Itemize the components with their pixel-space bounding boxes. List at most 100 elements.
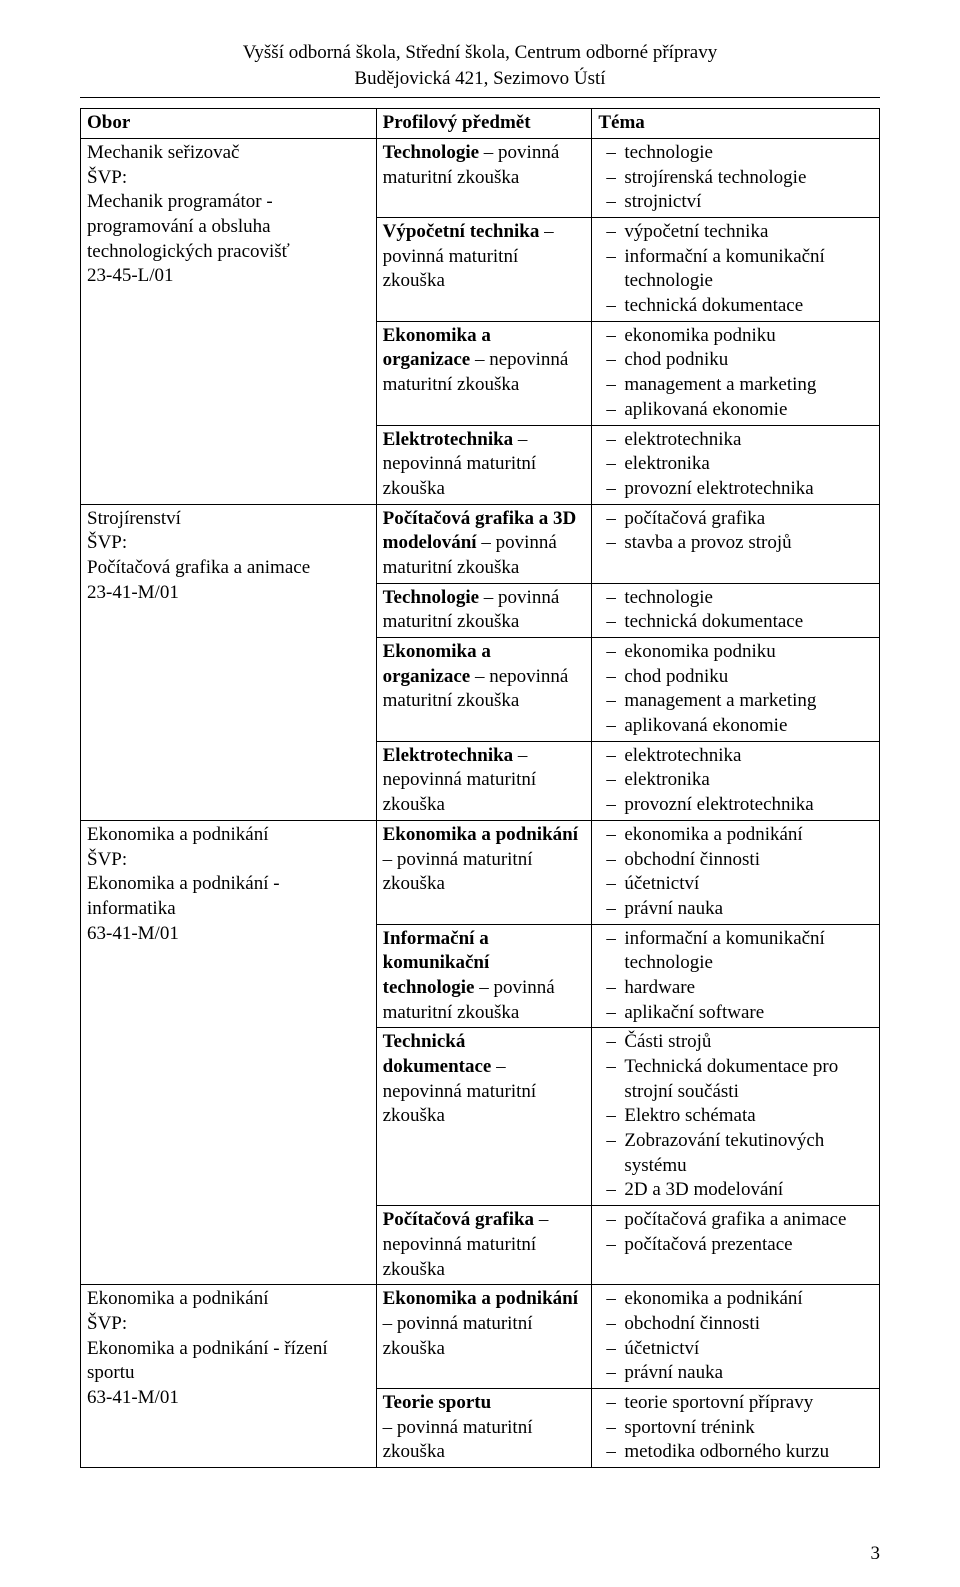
tema-list: technologie technická dokumentace [598, 586, 873, 635]
obor-cell: Ekonomika a podnikání ŠVP: Ekonomika a p… [81, 1285, 377, 1468]
list-item: počítačová grafika [602, 507, 873, 532]
list-item: právní nauka [602, 897, 873, 922]
subject-plain: – povinná maturitní [383, 849, 533, 870]
subject-bold: Ekonomika a podnikání [383, 1288, 578, 1309]
tema-list: ekonomika podniku chod podniku managemen… [598, 640, 873, 739]
subject-cell: Výpočetní technika – povinná maturitní z… [376, 218, 592, 322]
subject-plain: – [513, 745, 527, 766]
tema-cell: technologie strojírenská technologie str… [592, 138, 880, 217]
tema-list: počítačová grafika a animace počítačová … [598, 1208, 873, 1257]
list-item: aplikovaná ekonomie [602, 398, 873, 423]
subject-plain: – [513, 429, 527, 450]
list-item: účetnictví [602, 1337, 873, 1362]
tema-list: elektrotechnika elektronika provozní ele… [598, 744, 873, 818]
list-item: ekonomika a podnikání [602, 823, 873, 848]
list-item: stavba a provoz strojů [602, 531, 873, 556]
subject-cell: Ekonomika a podnikání – povinná maturitn… [376, 1285, 592, 1389]
list-item: technologie [602, 141, 873, 166]
tema-cell: teorie sportovní přípravy sportovní trén… [592, 1388, 880, 1467]
subject-cell: Elektrotechnika – nepovinná maturitní zk… [376, 741, 592, 820]
subject-bold: Ekonomika a [383, 325, 491, 346]
subject-plain: – povinná [479, 587, 559, 608]
subject-plain: maturitní zkouška [383, 1002, 520, 1023]
subject-cell: Technologie – povinná maturitní zkouška [376, 138, 592, 217]
subject-plain: – povinná [477, 532, 557, 553]
subject-plain: maturitní zkouška [383, 167, 520, 188]
list-item: informační a komunikační technologie [602, 927, 873, 976]
subject-plain: zkouška [383, 873, 445, 894]
subject-plain: zkouška [383, 1105, 445, 1126]
tema-cell: elektrotechnika elektronika provozní ele… [592, 741, 880, 820]
list-item: sportovní trénink [602, 1416, 873, 1441]
subject-bold: komunikační [383, 952, 490, 973]
subject-cell: Teorie sportu – povinná maturitní zkoušk… [376, 1388, 592, 1467]
subject-bold: Počítačová grafika a 3D [383, 508, 577, 529]
list-item: management a marketing [602, 373, 873, 398]
subject-plain: zkouška [383, 1441, 445, 1462]
list-item: Části strojů [602, 1030, 873, 1055]
obor-line: Strojírenství [87, 508, 181, 529]
tema-list: informační a komunikační technologie har… [598, 927, 873, 1026]
tema-list: výpočetní technika informační a komunika… [598, 220, 873, 319]
obor-cell: Strojírenství ŠVP: Počítačová grafika a … [81, 504, 377, 820]
obor-line: Ekonomika a podnikání [87, 824, 269, 845]
subject-bold: Technologie [383, 142, 479, 163]
subject-plain: nepovinná maturitní [383, 769, 537, 790]
list-item: elektronika [602, 768, 873, 793]
list-item: ekonomika podniku [602, 324, 873, 349]
subject-plain: – nepovinná [470, 666, 568, 687]
list-item: chod podniku [602, 665, 873, 690]
header-line-1: Vyšší odborná škola, Střední škola, Cent… [80, 40, 880, 66]
obor-line: ŠVP: [87, 849, 127, 870]
tema-cell: počítačová grafika stavba a provoz stroj… [592, 504, 880, 583]
list-item: aplikovaná ekonomie [602, 714, 873, 739]
list-item: management a marketing [602, 689, 873, 714]
header-rule [80, 97, 880, 98]
table-row: Strojírenství ŠVP: Počítačová grafika a … [81, 504, 880, 583]
subject-plain: zkouška [383, 1259, 445, 1280]
list-item: technologie [602, 586, 873, 611]
subject-plain: maturitní zkouška [383, 374, 520, 395]
subject-bold: dokumentace [383, 1056, 492, 1077]
list-item: obchodní činnosti [602, 848, 873, 873]
subject-plain: maturitní zkouška [383, 690, 520, 711]
obor-cell: Mechanik seřizovač ŠVP: Mechanik program… [81, 138, 377, 504]
obor-line: 23-41-M/01 [87, 582, 179, 603]
subject-plain: – [534, 1209, 548, 1230]
subject-cell: Ekonomika a podnikání – povinná maturitn… [376, 820, 592, 924]
page: Vyšší odborná škola, Střední škola, Cent… [0, 0, 960, 1587]
subject-bold: Výpočetní technika [383, 221, 540, 242]
col-tema: Téma [592, 109, 880, 139]
obor-line: ŠVP: [87, 1313, 127, 1334]
subject-plain: – povinná [479, 142, 559, 163]
header-line-2: Budějovická 421, Sezimovo Ústí [80, 66, 880, 92]
list-item: teorie sportovní přípravy [602, 1391, 873, 1416]
tema-cell: ekonomika podniku chod podniku managemen… [592, 321, 880, 425]
obor-line: programování a obsluha [87, 216, 271, 237]
obor-line: 23-45-L/01 [87, 265, 174, 286]
subject-plain: zkouška [383, 478, 445, 499]
tema-cell: informační a komunikační technologie har… [592, 924, 880, 1028]
list-item: Zobrazování tekutinových systému [602, 1129, 873, 1178]
subject-plain: povinná maturitní [383, 246, 519, 267]
subject-bold: Technologie [383, 587, 479, 608]
list-item: metodika odborného kurzu [602, 1440, 873, 1465]
subject-bold: Informační a [383, 928, 489, 949]
list-item: obchodní činnosti [602, 1312, 873, 1337]
obor-line: technologických pracovišť [87, 241, 290, 262]
table-row: Ekonomika a podnikání ŠVP: Ekonomika a p… [81, 1285, 880, 1389]
list-item: výpočetní technika [602, 220, 873, 245]
obor-line: Ekonomika a podnikání - informatika [87, 873, 280, 919]
subject-bold: technologie [383, 977, 475, 998]
obor-line: 63-41-M/01 [87, 1387, 179, 1408]
subject-plain: nepovinná maturitní [383, 1234, 537, 1255]
tema-cell: výpočetní technika informační a komunika… [592, 218, 880, 322]
list-item: právní nauka [602, 1361, 873, 1386]
subject-bold: Teorie sportu [383, 1392, 492, 1413]
tema-cell: technologie technická dokumentace [592, 583, 880, 637]
tema-list: ekonomika a podnikání obchodní činnosti … [598, 1287, 873, 1386]
tema-list: teorie sportovní přípravy sportovní trén… [598, 1391, 873, 1465]
subject-bold: Technická [383, 1031, 466, 1052]
tema-list: ekonomika podniku chod podniku managemen… [598, 324, 873, 423]
list-item: Elektro schémata [602, 1104, 873, 1129]
